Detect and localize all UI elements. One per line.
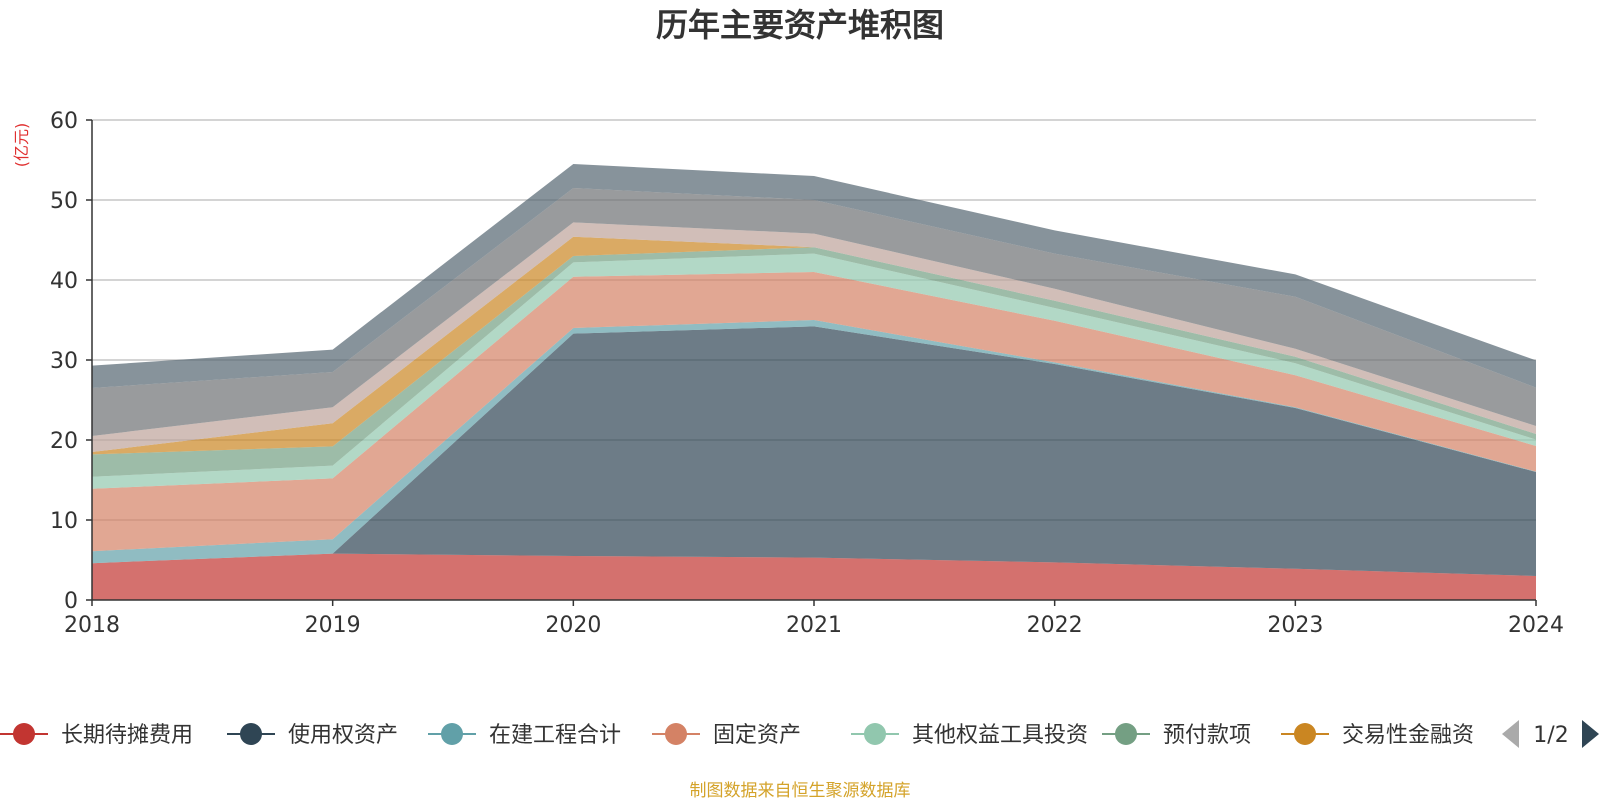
legend-item[interactable]: 长期待摊费用 (0, 723, 193, 748)
area-series-10 (92, 164, 1536, 388)
legend-page-indicator: 1/2 (1533, 723, 1568, 748)
legend[interactable]: 长期待摊费用 使用权资产 在建工程合计 固定资产 其他权益工具投资 预付款项 交易性金融资 1… (0, 720, 1599, 748)
x-tick-label: 2020 (545, 613, 601, 638)
legend-circle-swatch (665, 723, 687, 745)
legend-label: 长期待摊费用 (61, 723, 193, 748)
axes: 0 10 20 30 40 50 60 2018 2019 2020 2021 2022 2023 202… (50, 109, 1564, 638)
chart-title: 历年主要资产堆积图 (656, 6, 944, 44)
legend-label: 其他权益工具投资 (912, 723, 1088, 748)
legend-item[interactable]: 使用权资产 (227, 723, 398, 748)
legend-circle-swatch (441, 723, 463, 745)
x-tick-label: 2018 (64, 613, 120, 638)
legend-label: 使用权资产 (288, 723, 398, 748)
legend-label: 在建工程合计 (489, 723, 621, 748)
legend-label: 固定资产 (713, 723, 801, 748)
legend-item[interactable]: 预付款项 (1102, 723, 1251, 748)
x-tick-label: 2022 (1027, 613, 1083, 638)
legend-next-page-icon[interactable] (1582, 720, 1599, 748)
legend-item[interactable]: 交易性金融资 (1281, 723, 1474, 748)
area-series-4 (92, 272, 1536, 552)
legend-label: 交易性金融资 (1342, 723, 1474, 748)
y-tick-label: 30 (50, 349, 78, 374)
legend-circle-swatch (1294, 723, 1316, 745)
y-tick-label: 0 (64, 589, 78, 614)
area-series-1 (92, 553, 1536, 600)
x-tick-label: 2024 (1508, 613, 1564, 638)
legend-item[interactable]: 固定资产 (652, 723, 801, 748)
area-series-8 (92, 222, 1536, 452)
legend-item[interactable]: 其他权益工具投资 (851, 723, 1088, 748)
y-tick-label: 10 (50, 509, 78, 534)
legend-label: 预付款项 (1163, 723, 1251, 748)
legend-prev-page-icon[interactable] (1502, 720, 1519, 748)
legend-item[interactable]: 在建工程合计 (428, 723, 621, 748)
y-tick-label: 20 (50, 429, 78, 454)
data-source-note: 制图数据来自恒生聚源数据库 (689, 781, 911, 801)
legend-circle-swatch (13, 723, 35, 745)
area-series-6 (92, 247, 1536, 477)
x-tick-label: 2019 (305, 613, 361, 638)
y-tick-label: 40 (50, 269, 78, 294)
legend-circle-swatch (1115, 723, 1137, 745)
area-series-group (92, 164, 1536, 600)
legend-circle-swatch (240, 723, 262, 745)
area-series-2 (92, 326, 1536, 576)
legend-circle-swatch (864, 723, 886, 745)
x-tick-label: 2023 (1267, 613, 1323, 638)
area-series-9 (92, 188, 1536, 436)
y-tick-label: 60 (50, 109, 78, 134)
x-tick-label: 2021 (786, 613, 842, 638)
y-tick-label: 50 (50, 189, 78, 214)
y-unit-label: (亿元) (12, 123, 31, 168)
